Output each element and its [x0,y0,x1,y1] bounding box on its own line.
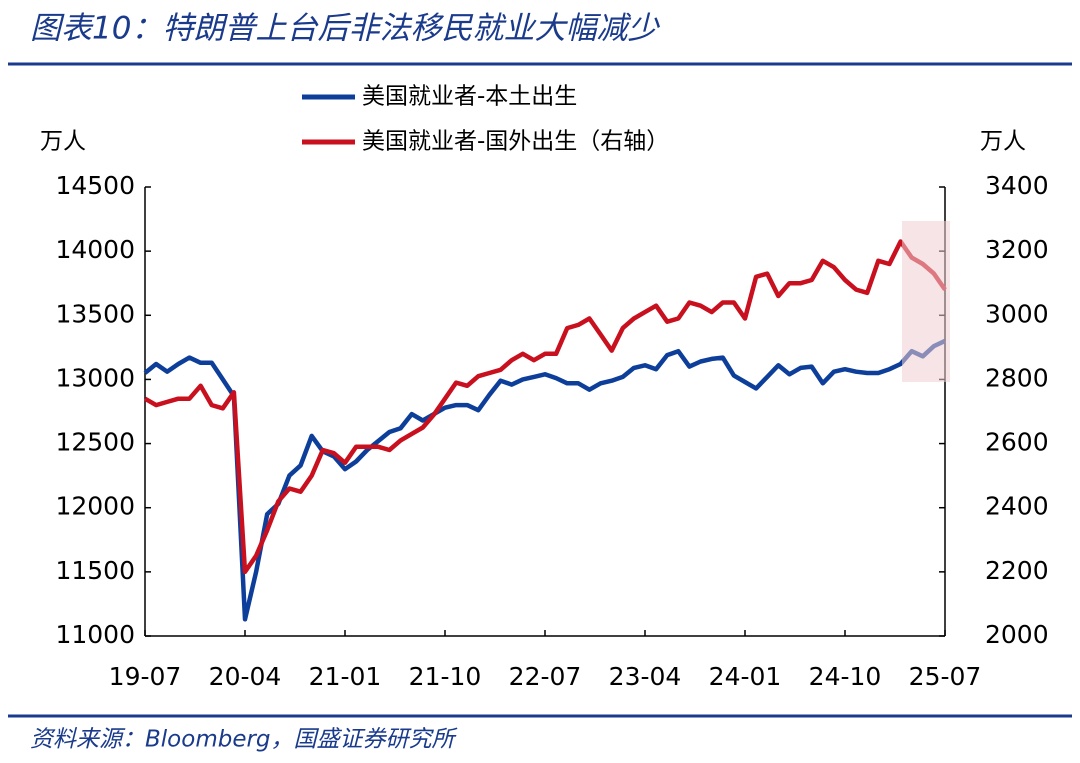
chart-title: 图表10：特朗普上台后非法移民就业大幅减少 [30,11,660,47]
source: 资料来源：Bloomberg，国盛证券研究所 [30,727,458,753]
x-tick-label: 25-07 [909,662,982,691]
x-tick-label: 24-10 [809,662,882,691]
y-tick-label: 12500 [55,428,135,457]
legend-label: 美国就业者-国外出生（右轴） [362,129,669,155]
y2-tick-label: 2400 [985,492,1049,521]
x-tick-label: 19-07 [109,662,182,691]
y-tick-label: 11000 [55,620,135,649]
y2-tick-label: 2200 [985,556,1049,585]
y2-unit: 万人 [980,129,1026,155]
y-tick-label: 11500 [55,556,135,585]
y-unit: 万人 [40,129,86,155]
y-tick-label: 13500 [55,299,135,328]
y2-tick-label: 2800 [985,363,1049,392]
x-tick-label: 24-01 [709,662,782,691]
legend-label: 美国就业者-本土出生 [362,84,577,110]
series-line [143,338,946,622]
y-tick-label: 14500 [55,171,135,200]
x-tick-label: 23-04 [609,662,682,691]
y2-tick-label: 3200 [985,235,1049,264]
x-tick-label: 21-10 [409,662,482,691]
series-line [143,239,947,575]
x-tick-label: 20-04 [209,662,282,691]
y-tick-label: 13000 [55,363,135,392]
y2-tick-label: 3000 [985,299,1049,328]
y-tick-label: 12000 [55,492,135,521]
highlight-region [902,221,950,382]
y2-tick-label: 2000 [985,620,1049,649]
y2-tick-label: 3400 [985,171,1049,200]
x-tick-label: 22-07 [509,662,582,691]
x-tick-label: 21-01 [309,662,382,691]
y-tick-label: 14000 [55,235,135,264]
y2-tick-label: 2600 [985,428,1049,457]
